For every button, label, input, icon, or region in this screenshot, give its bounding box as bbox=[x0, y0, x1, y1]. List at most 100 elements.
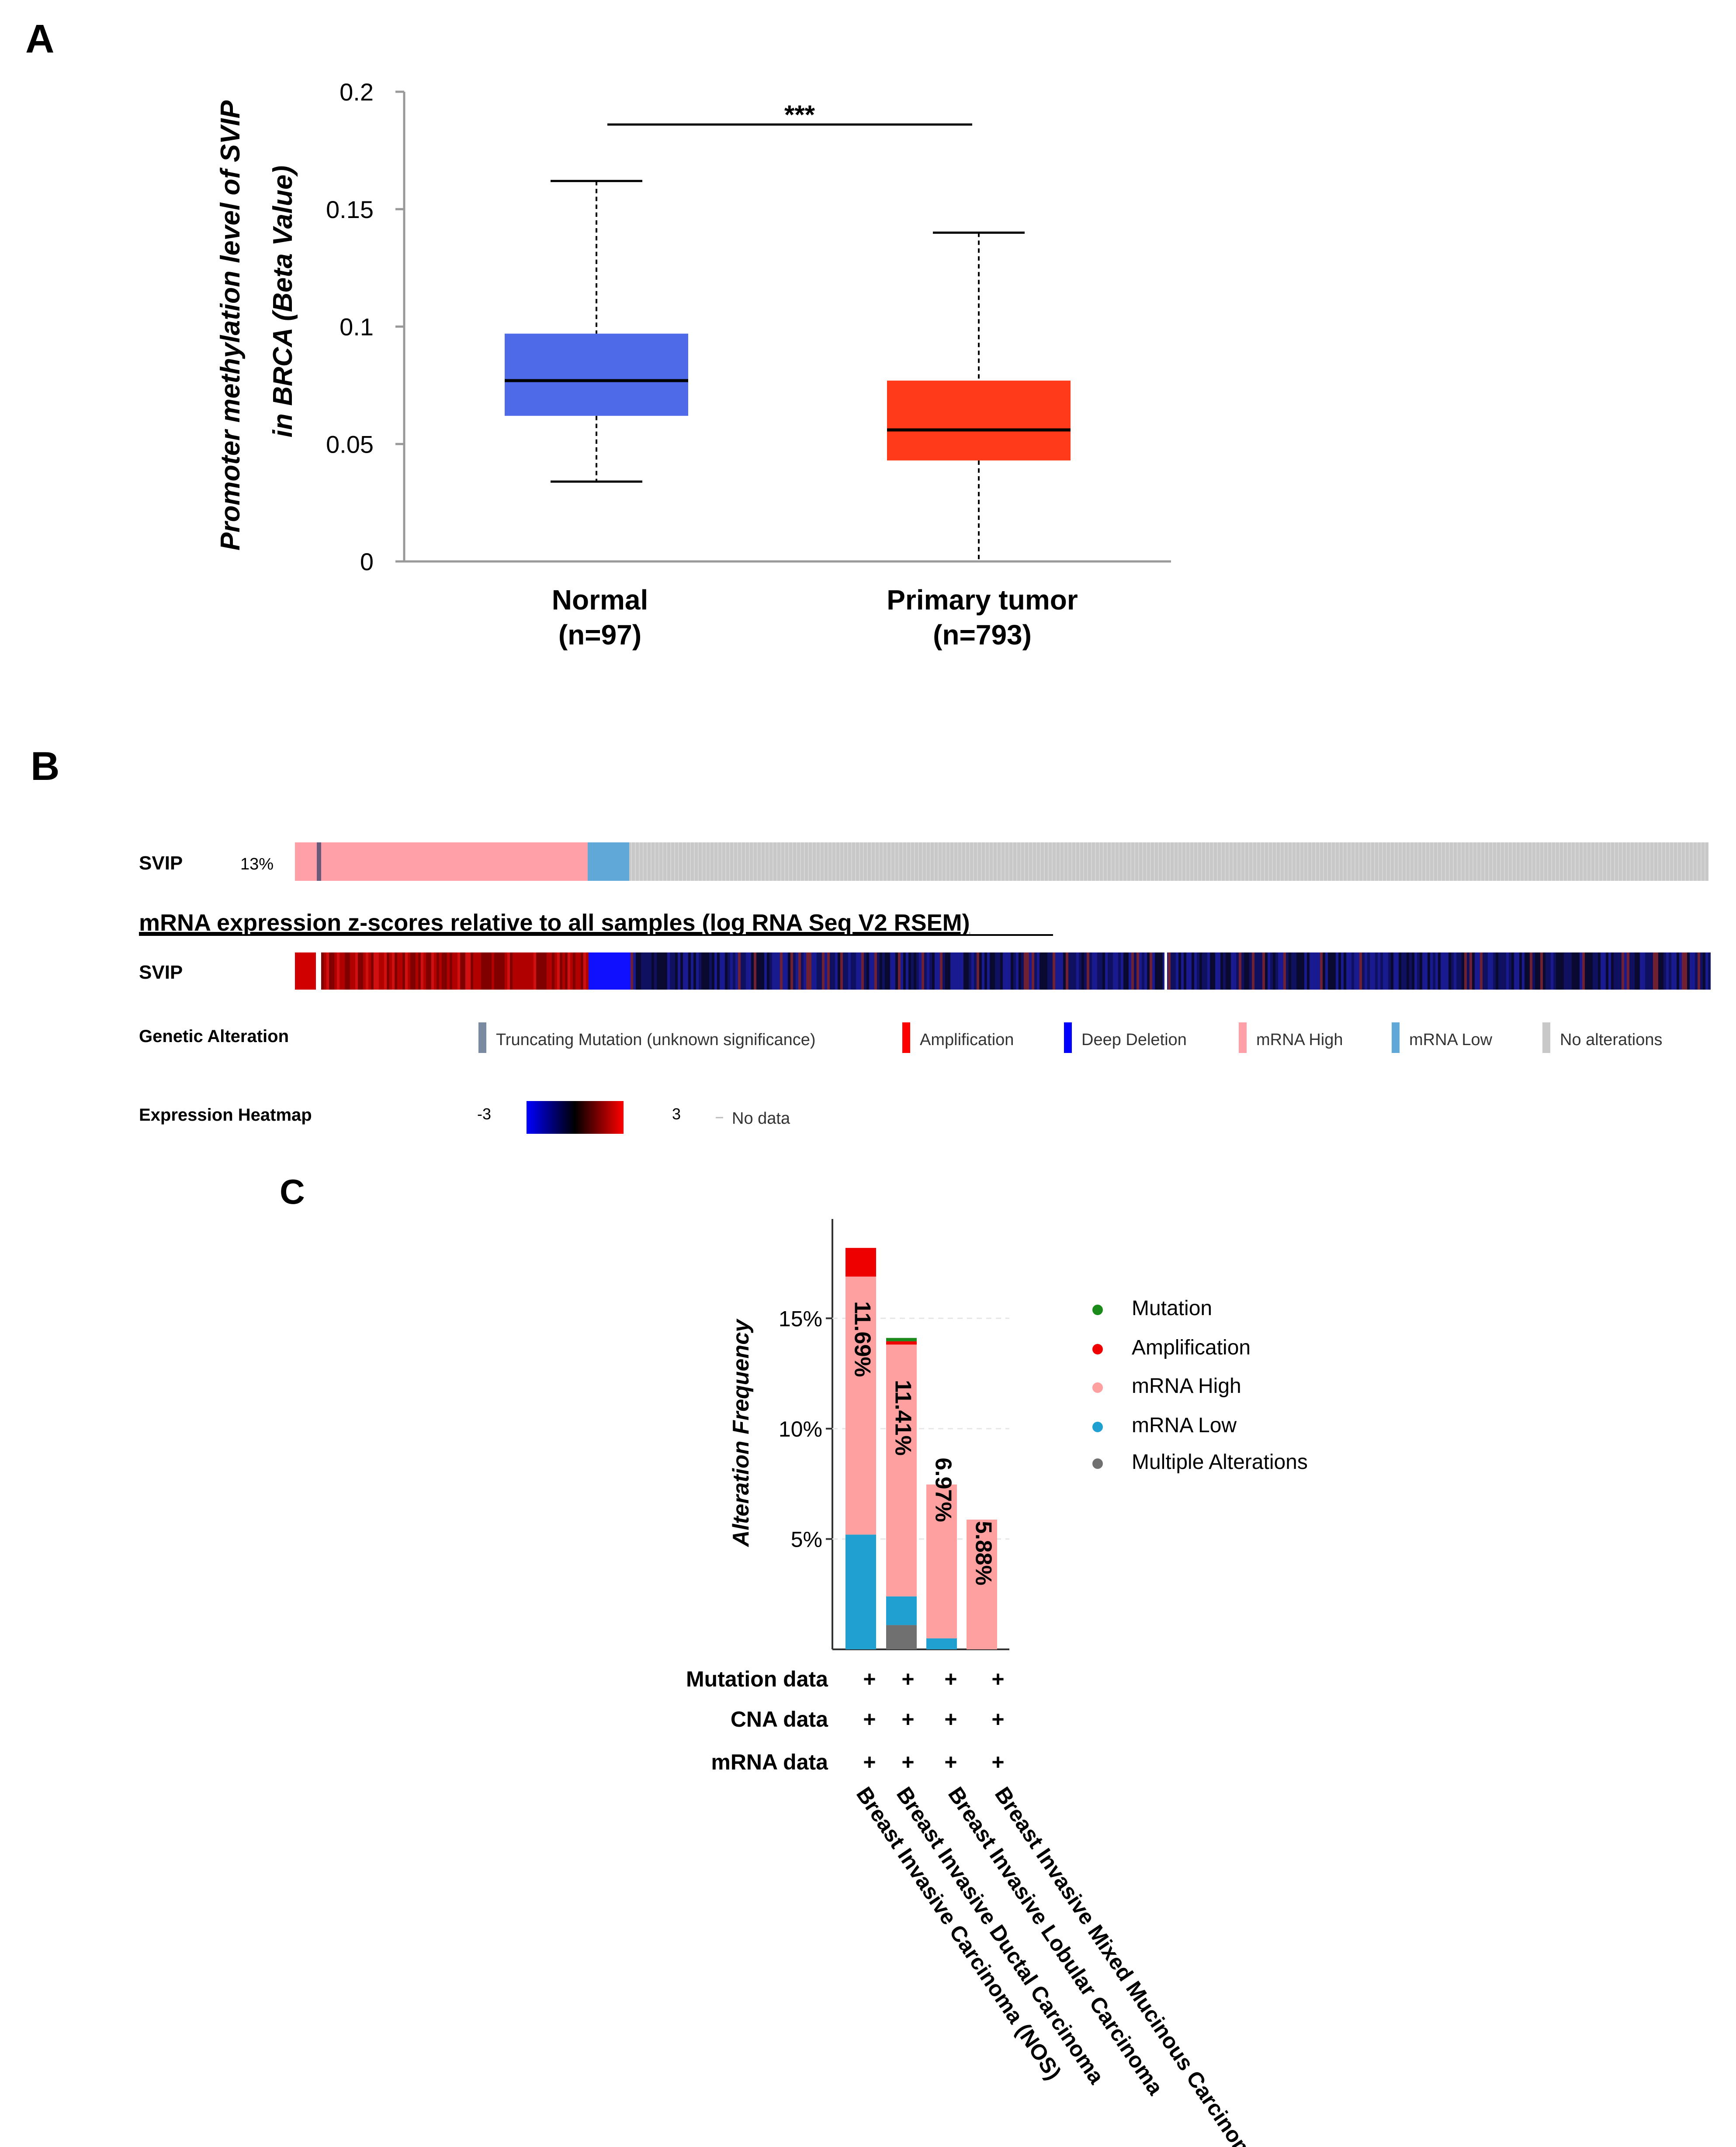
b-heat-cell bbox=[1032, 952, 1034, 990]
b-heat-cell bbox=[389, 952, 392, 990]
c-legend-dot bbox=[1092, 1458, 1103, 1469]
c-legend-dot bbox=[1092, 1382, 1103, 1393]
b-heat-cell bbox=[1181, 952, 1184, 990]
b-heat-cell bbox=[1582, 952, 1585, 990]
b-legend-title-alteration: Genetic Alteration bbox=[139, 1027, 289, 1046]
b-heat-cell bbox=[460, 952, 463, 990]
b-heat-cell bbox=[1040, 952, 1042, 990]
b-heat-cell bbox=[395, 952, 397, 990]
b-heat-cell bbox=[1438, 952, 1441, 990]
b-heat-cell bbox=[675, 952, 678, 990]
b-heat-cell bbox=[499, 952, 502, 990]
c-data-row-mark: + bbox=[944, 1750, 957, 1774]
b-heat-cell bbox=[1338, 952, 1341, 990]
b-heat-cell bbox=[610, 952, 612, 990]
b-heat-cell bbox=[990, 952, 992, 990]
b-heat-cell bbox=[326, 952, 329, 990]
b-heat-cell bbox=[1268, 952, 1270, 990]
b-heat-cell bbox=[1393, 952, 1396, 990]
b-heat-cell bbox=[1021, 952, 1024, 990]
b-heat-cell bbox=[1184, 952, 1186, 990]
b-heat-cell bbox=[387, 952, 389, 990]
b-no-data-label: No data bbox=[732, 1109, 790, 1128]
b-heat-cell bbox=[1525, 952, 1527, 990]
c-data-row-mark: + bbox=[991, 1707, 1004, 1731]
b-heat-cell bbox=[741, 952, 743, 990]
b-heat-cell bbox=[1585, 952, 1587, 990]
b-heat-cell bbox=[1026, 952, 1029, 990]
b-heat-cell bbox=[759, 952, 762, 990]
b-heat-cell bbox=[1089, 952, 1092, 990]
b-heat-cell bbox=[1178, 952, 1181, 990]
b-heat-cell bbox=[1690, 952, 1692, 990]
b-heat-cell bbox=[332, 952, 334, 990]
b-heat-cell bbox=[1380, 952, 1383, 990]
b-heat-cell bbox=[785, 952, 788, 990]
b-heat-cell bbox=[1365, 952, 1367, 990]
b-heat-cell bbox=[1504, 952, 1506, 990]
b-heat-cell bbox=[793, 952, 796, 990]
b-heat-cell bbox=[536, 952, 539, 990]
b-heat-cell bbox=[733, 952, 735, 990]
b-heat-cell bbox=[1705, 952, 1708, 990]
b-heat-cell bbox=[295, 952, 298, 990]
b-heat-cell bbox=[444, 952, 447, 990]
b-heat-cell bbox=[368, 952, 371, 990]
c-data-row-mark: + bbox=[901, 1707, 914, 1731]
b-heat-cell bbox=[1448, 952, 1451, 990]
b-heat-cell bbox=[1189, 952, 1192, 990]
b-heat-cell bbox=[1372, 952, 1375, 990]
b-heat-cell bbox=[1388, 952, 1391, 990]
a-ytick-label: 0.05 bbox=[326, 430, 374, 458]
c-bar-value-label: 6.97% bbox=[930, 1458, 956, 1522]
b-heat-cell bbox=[901, 952, 903, 990]
b-heat-cell bbox=[783, 952, 785, 990]
b-heat-cell bbox=[1304, 952, 1307, 990]
b-heat-cell bbox=[1047, 952, 1050, 990]
b-heat-cell bbox=[1299, 952, 1302, 990]
b-heat-cell bbox=[526, 952, 528, 990]
b-heat-cell bbox=[1370, 952, 1372, 990]
b-heat-cell bbox=[1386, 952, 1388, 990]
c-data-row-label: mRNA data bbox=[711, 1750, 828, 1774]
b-heat-cell bbox=[1663, 952, 1666, 990]
a-significance-stars: *** bbox=[784, 100, 815, 129]
b-heat-cell bbox=[798, 952, 801, 990]
b-heat-cell bbox=[497, 952, 499, 990]
b-heat-cell bbox=[769, 952, 772, 990]
b-heat-cell bbox=[381, 952, 384, 990]
b-heat-cell bbox=[1286, 952, 1289, 990]
b-heat-cell bbox=[1407, 952, 1409, 990]
b-heat-cell bbox=[1155, 952, 1157, 990]
b-heat-cell bbox=[809, 952, 811, 990]
b-heat-cell bbox=[735, 952, 738, 990]
b-heat-cell bbox=[1677, 952, 1679, 990]
b-heat-cell bbox=[1475, 952, 1477, 990]
b-heat-cell bbox=[1430, 952, 1433, 990]
b-heat-cell bbox=[898, 952, 901, 990]
b-heat-cell bbox=[1422, 952, 1425, 990]
b-heat-cell bbox=[1671, 952, 1674, 990]
b-heat-cell bbox=[958, 952, 961, 990]
c-bar-segment bbox=[886, 1341, 917, 1345]
b-heat-cell bbox=[1561, 952, 1564, 990]
b-heat-cell bbox=[1281, 952, 1283, 990]
b-heat-cell bbox=[599, 952, 602, 990]
b-heat-cell bbox=[1003, 952, 1005, 990]
b-heat-cell bbox=[1354, 952, 1357, 990]
b-heat-cell bbox=[1102, 952, 1105, 990]
b-heat-cell bbox=[1024, 952, 1026, 990]
b-heat-cell bbox=[1627, 952, 1629, 990]
c-data-row-mark: + bbox=[991, 1750, 1004, 1774]
b-heat-cell bbox=[400, 952, 402, 990]
b-heat-cell bbox=[321, 952, 324, 990]
b-altered-percent: 13% bbox=[240, 855, 274, 873]
b-heat-cell bbox=[507, 952, 510, 990]
b-heat-cell bbox=[1635, 952, 1637, 990]
a-box bbox=[505, 333, 688, 416]
b-heat-cell bbox=[1472, 952, 1475, 990]
b-heat-cell bbox=[578, 952, 581, 990]
b-heat-cell bbox=[686, 952, 688, 990]
b-heat-cell bbox=[1058, 952, 1060, 990]
b-heat-cell bbox=[1087, 952, 1089, 990]
